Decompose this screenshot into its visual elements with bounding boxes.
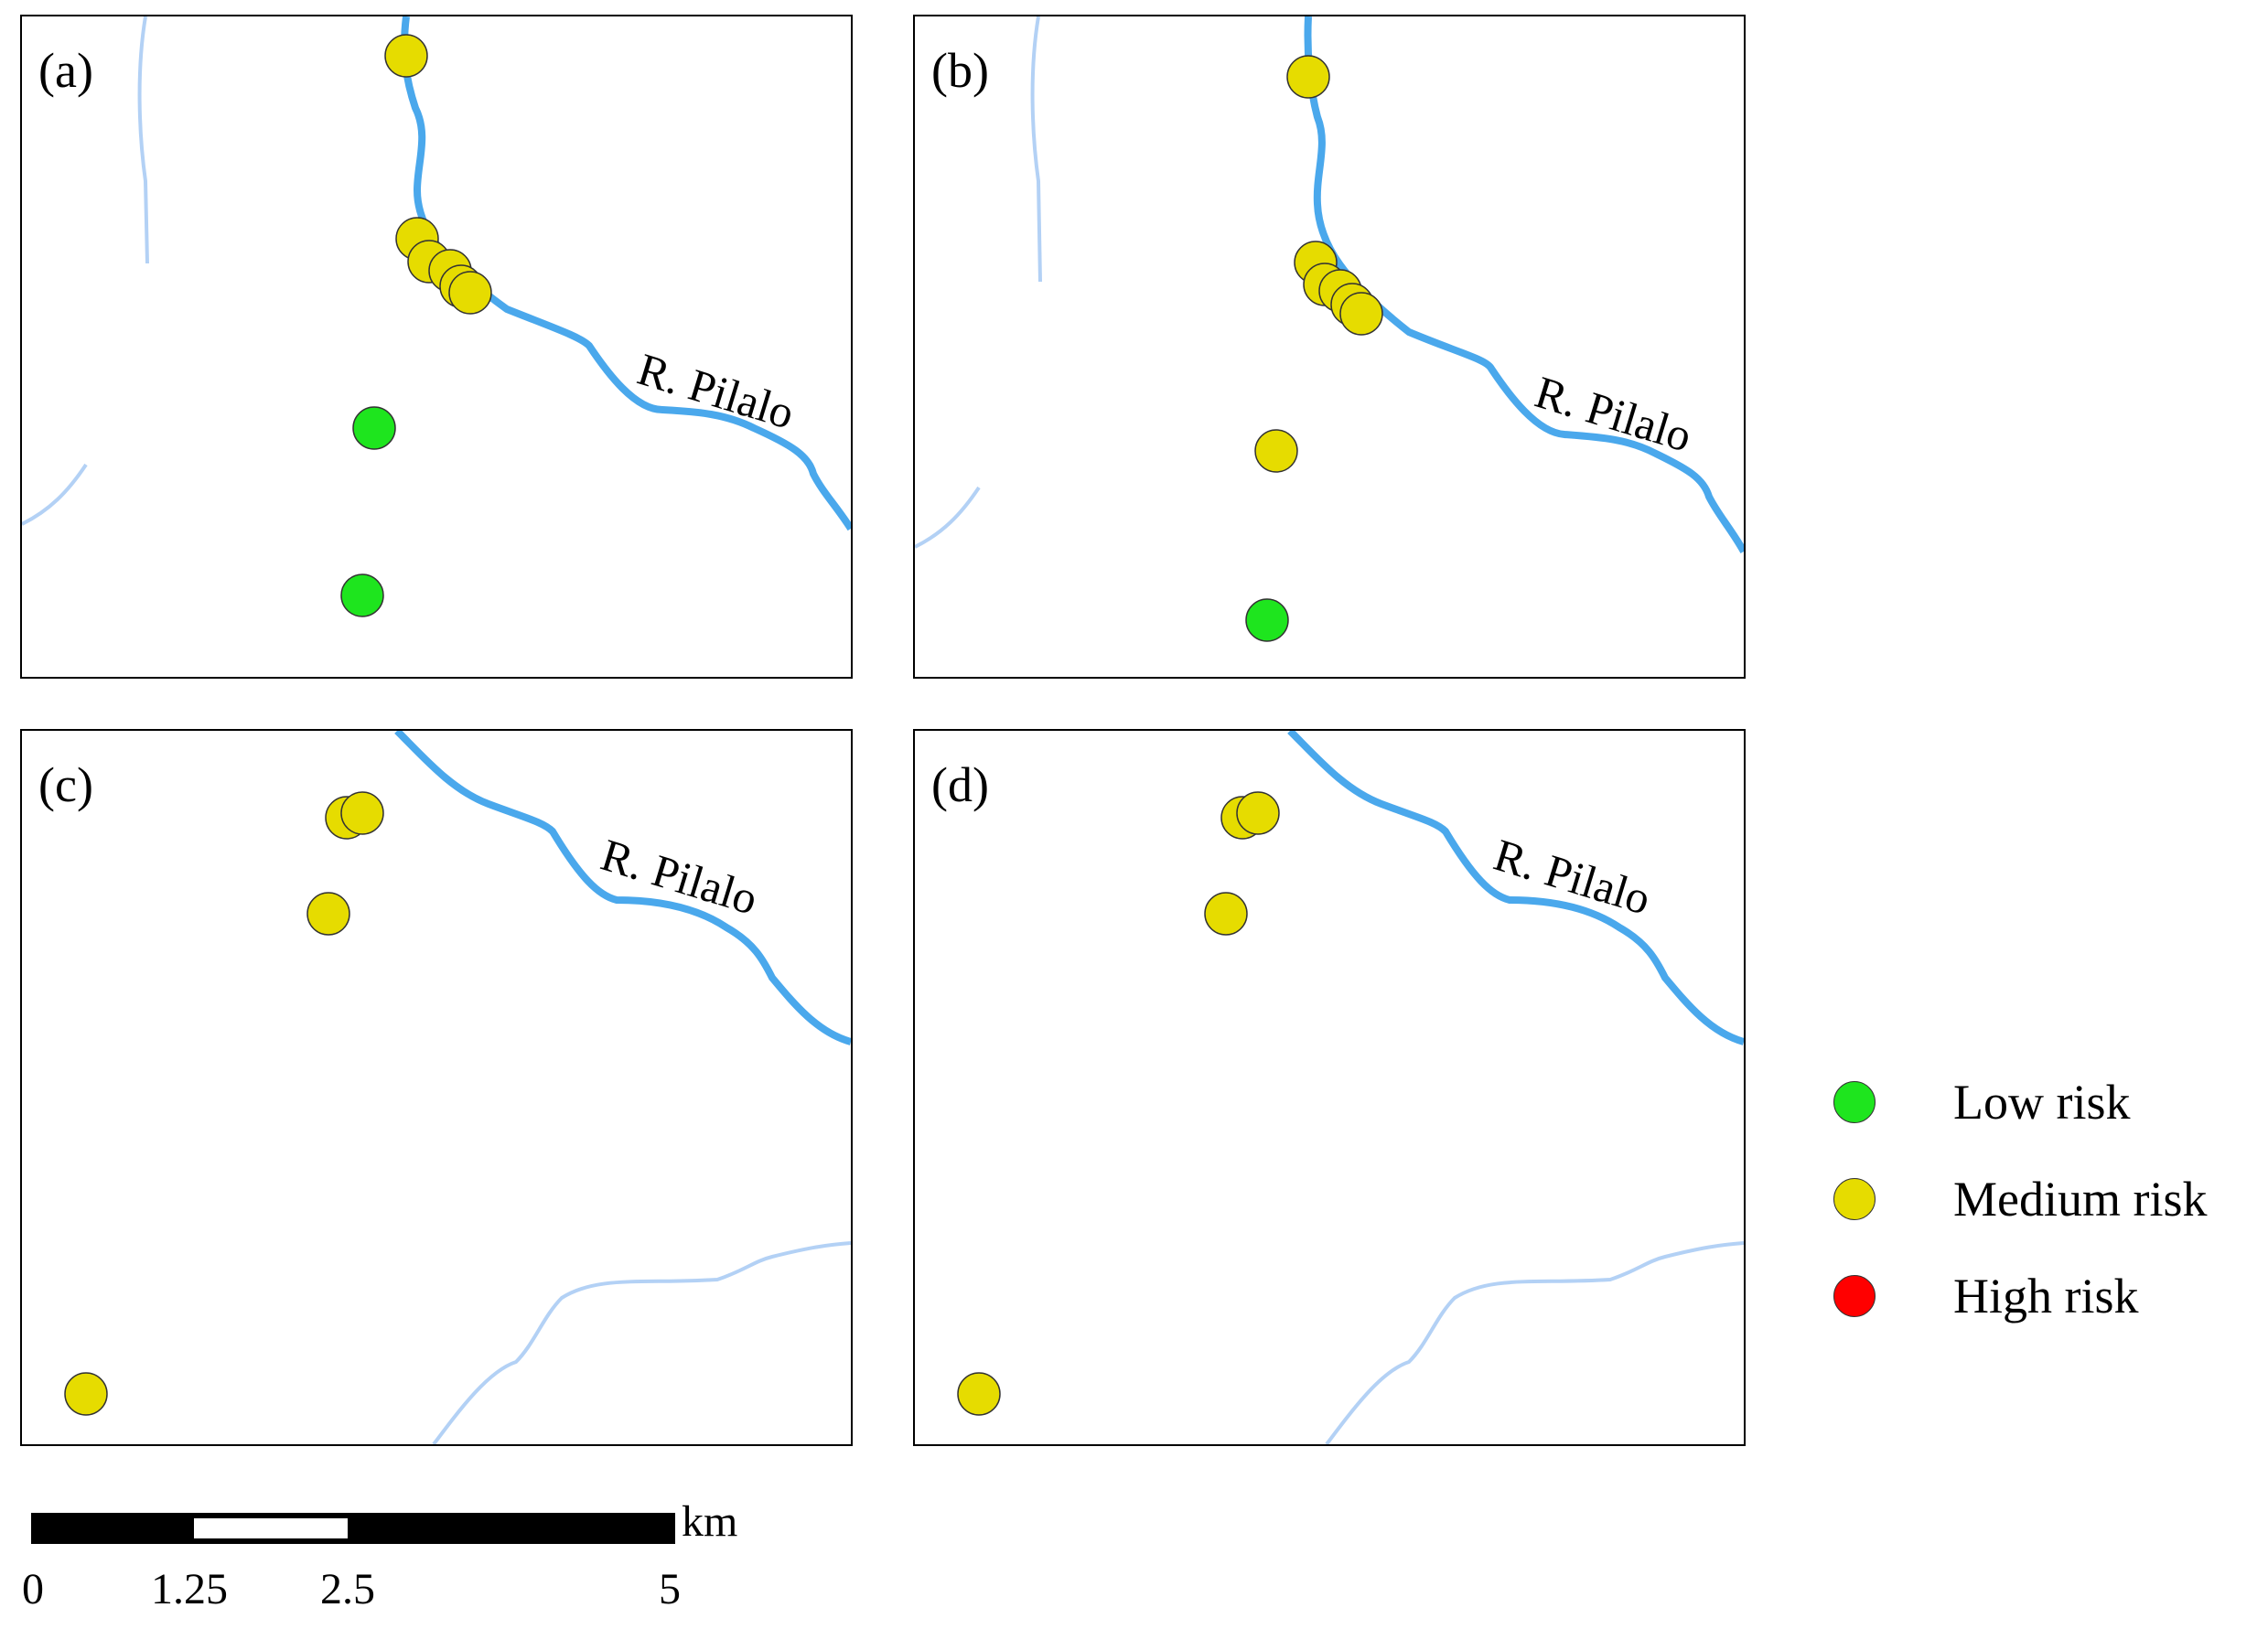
- medium-risk-point: [1339, 292, 1383, 336]
- map-canvas-c: R. Pilalo: [64, 731, 851, 1444]
- medium-risk-point: [306, 892, 350, 936]
- low-risk-swatch: [1833, 1081, 1876, 1123]
- medium-risk-point: [448, 271, 492, 315]
- medium-risk-point: [1286, 55, 1330, 99]
- scale-bar: km 0 1.25 2.5 5: [22, 1497, 759, 1619]
- medium-risk-point: [1236, 791, 1280, 835]
- map-panel-d: R. Pilalo (d): [913, 729, 1746, 1446]
- minor-stream: [1030, 16, 1042, 283]
- map-panel-b: R. Pilalo (b): [913, 15, 1746, 679]
- panel-label: (c): [38, 757, 93, 812]
- scale-bar-segment: [31, 1513, 675, 1544]
- minor-stream: [915, 486, 981, 549]
- scale-tick: 0: [22, 1565, 44, 1613]
- scale-bar-segment: [194, 1518, 348, 1538]
- medium-risk-point: [1254, 429, 1298, 473]
- main-river: [394, 731, 851, 1045]
- main-river: [1287, 731, 1744, 1045]
- minor-stream: [432, 1241, 851, 1444]
- medium-risk-point: [384, 34, 428, 78]
- legend-label: Low risk: [1953, 1075, 2131, 1130]
- legend-label: Medium risk: [1953, 1172, 2208, 1227]
- scale-unit: km: [682, 1497, 738, 1546]
- map-canvas-a: R. Pilalo: [22, 16, 851, 617]
- medium-risk-point: [1204, 892, 1248, 936]
- minor-stream: [22, 463, 88, 526]
- minor-stream: [1325, 1241, 1744, 1444]
- main-river: [1304, 16, 1744, 553]
- map-canvas-d: R. Pilalo: [957, 731, 1744, 1444]
- scale-tick: 2.5: [320, 1565, 375, 1613]
- medium-risk-point: [64, 1372, 108, 1416]
- legend-label: High risk: [1953, 1269, 2139, 1324]
- map-canvas-b: R. Pilalo: [915, 16, 1744, 642]
- points-layer-d: [957, 791, 1280, 1416]
- map-panel-c: R. Pilalo (c): [20, 729, 853, 1446]
- low-risk-point: [1245, 598, 1289, 642]
- low-risk-point: [340, 573, 384, 617]
- main-river: [401, 16, 851, 531]
- river-label: R. Pilalo: [1530, 366, 1698, 462]
- medium-risk-swatch: [1833, 1178, 1876, 1220]
- scale-bar-graphic: [31, 1513, 675, 1544]
- panel-label: (b): [931, 43, 989, 98]
- high-risk-swatch: [1833, 1275, 1876, 1317]
- scale-tick: 1.25: [151, 1565, 228, 1613]
- points-layer-b: [1245, 55, 1383, 642]
- medium-risk-point: [957, 1372, 1001, 1416]
- minor-stream: [137, 16, 149, 264]
- legend: Low risk Medium risk High risk: [1821, 1070, 2260, 1363]
- panel-label: (d): [931, 757, 989, 812]
- low-risk-point: [352, 406, 396, 450]
- points-layer-a: [340, 34, 492, 617]
- points-layer-c: [64, 791, 384, 1416]
- medium-risk-point: [340, 791, 384, 835]
- panel-label: (a): [38, 43, 93, 98]
- river-label: R. Pilalo: [632, 343, 801, 439]
- scale-tick: 5: [659, 1565, 681, 1613]
- map-panel-a: R. Pilalo (a): [20, 15, 853, 679]
